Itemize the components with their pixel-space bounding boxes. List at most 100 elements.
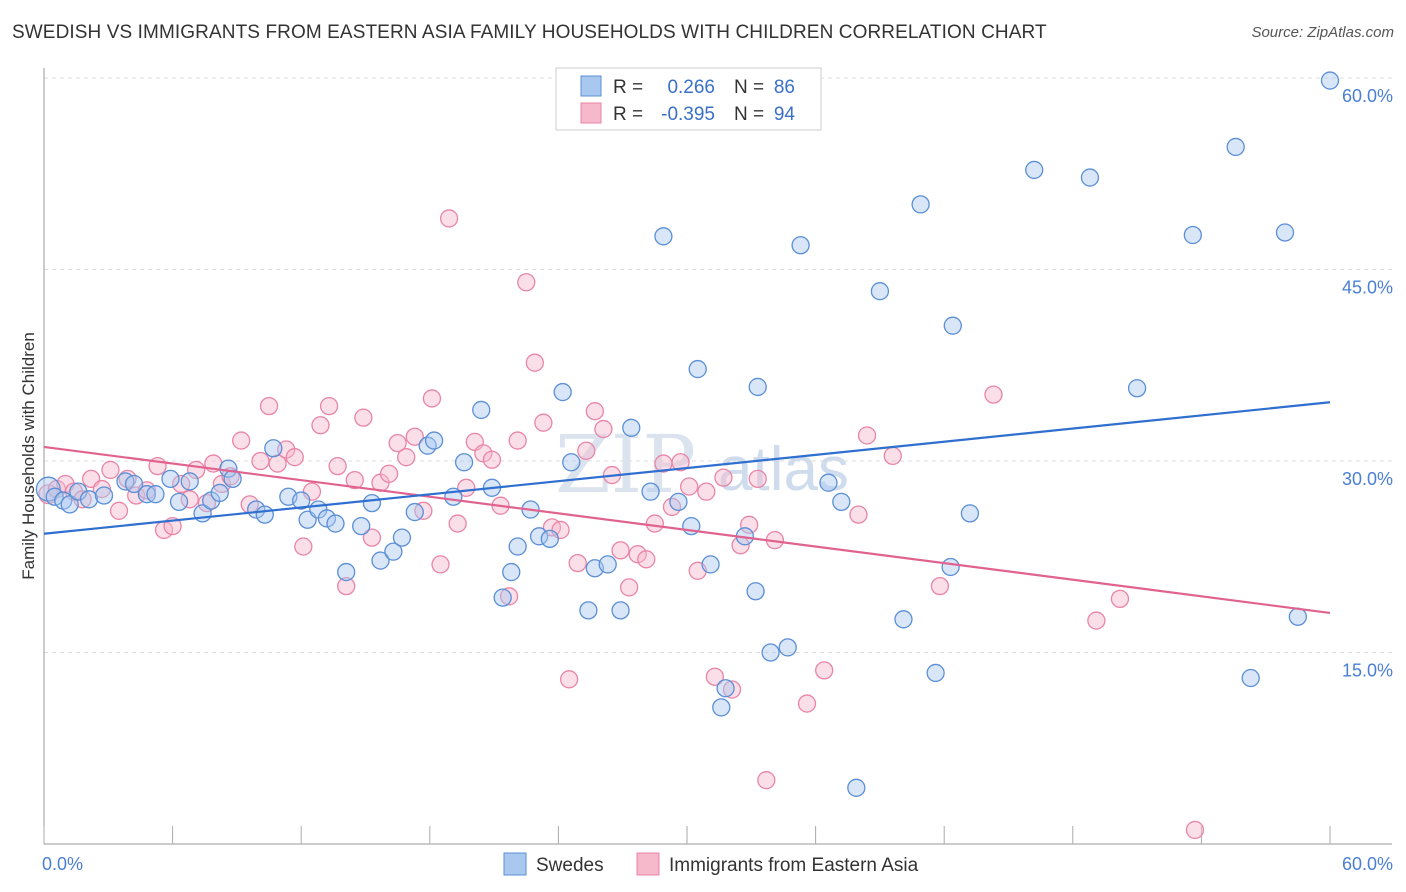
point-swedes — [941, 557, 960, 577]
point-immigrants-eastern-asia — [517, 273, 536, 292]
point-swedes — [579, 601, 598, 620]
point-swedes — [688, 359, 707, 379]
point-swedes — [791, 236, 810, 255]
point-swedes — [562, 453, 581, 472]
point-swedes — [622, 418, 641, 437]
point-immigrants-eastern-asia — [431, 555, 450, 574]
point-swedes — [761, 643, 780, 662]
point-swedes — [210, 483, 229, 503]
point-swedes — [1288, 607, 1307, 626]
point-immigrants-eastern-asia — [285, 448, 304, 467]
point-immigrants-eastern-asia — [337, 576, 356, 596]
point-swedes — [712, 698, 731, 717]
point-immigrants-eastern-asia — [849, 505, 868, 524]
point-immigrants-eastern-asia — [1087, 611, 1106, 630]
series-immigrants-eastern-asia — [38, 209, 1205, 840]
point-swedes — [405, 502, 424, 522]
point-swedes — [641, 482, 660, 501]
point-swedes — [1127, 379, 1147, 398]
point-immigrants-eastern-asia — [354, 408, 373, 427]
point-immigrants-eastern-asia — [180, 490, 199, 509]
point-swedes — [819, 473, 838, 492]
point-immigrants-eastern-asia — [628, 545, 647, 564]
point-immigrants-eastern-asia — [559, 670, 579, 689]
point-immigrants-eastern-asia — [379, 464, 399, 483]
point-swedes — [960, 504, 980, 523]
watermark-atlas: atlas — [718, 435, 849, 504]
legend-n-value-immigrants: 94 — [774, 104, 796, 125]
point-immigrants-eastern-asia — [319, 396, 339, 416]
point-immigrants-eastern-asia — [328, 456, 347, 476]
point-immigrants-eastern-asia — [251, 451, 270, 471]
point-swedes — [352, 516, 371, 536]
point-swedes — [832, 492, 851, 512]
point-swedes — [553, 382, 572, 402]
point-immigrants-eastern-asia — [232, 431, 251, 450]
axes — [43, 68, 1392, 845]
point-swedes — [472, 400, 491, 420]
point-swedes — [540, 529, 559, 549]
point-immigrants-eastern-asia — [722, 680, 742, 699]
point-swedes — [611, 601, 630, 620]
point-swedes — [124, 474, 144, 494]
point-swedes — [146, 485, 165, 504]
point-immigrants-eastern-asia — [740, 515, 759, 534]
point-immigrants-eastern-asia — [499, 587, 519, 606]
point-immigrants-eastern-asia — [883, 446, 902, 466]
point-immigrants-eastern-asia — [619, 578, 639, 597]
point-swedes — [1241, 668, 1260, 688]
point-swedes — [716, 679, 735, 698]
bottom-legend-label-immigrants: Immigrants from Eastern Asia — [669, 855, 919, 876]
series-swedes — [35, 71, 1340, 797]
point-immigrants-eastern-asia — [568, 553, 587, 573]
point-swedes — [1275, 223, 1295, 242]
y-axis-title: Family Households with Children — [19, 332, 38, 580]
point-immigrants-eastern-asia — [637, 550, 656, 569]
point-swedes — [926, 663, 945, 683]
point-immigrants-eastern-asia — [448, 514, 467, 533]
point-swedes — [337, 562, 356, 582]
legend-n-label-immigrants: N = — [734, 104, 764, 125]
point-swedes — [292, 491, 311, 510]
point-immigrants-eastern-asia — [594, 419, 613, 439]
legend-r-value-immigrants: -0.395 — [661, 104, 715, 125]
point-swedes — [317, 509, 337, 528]
point-immigrants-eastern-asia — [101, 460, 120, 480]
point-swedes — [502, 562, 521, 582]
point-swedes — [943, 316, 962, 335]
point-swedes — [746, 582, 765, 601]
point-swedes — [701, 555, 720, 574]
trend-lines — [43, 401, 1331, 615]
point-swedes — [264, 439, 283, 458]
point-immigrants-eastern-asia — [797, 694, 817, 713]
point-immigrants-eastern-asia — [697, 482, 716, 501]
point-swedes — [911, 195, 930, 214]
legend-r-label-immigrants: R = — [613, 104, 643, 125]
point-immigrants-eastern-asia — [525, 353, 544, 372]
point-swedes — [326, 514, 345, 533]
point-immigrants-eastern-asia — [109, 501, 129, 520]
x-tick-label-right: 60.0% — [1342, 854, 1393, 874]
bottom-legend-swatch-immigrants — [636, 852, 660, 876]
point-immigrants-eastern-asia — [508, 431, 527, 450]
point-immigrants-eastern-asia — [259, 396, 279, 416]
point-swedes — [161, 469, 180, 489]
y-tick-label: 30.0% — [1342, 469, 1393, 489]
point-swedes — [1320, 71, 1340, 90]
point-swedes — [169, 492, 189, 512]
point-swedes — [384, 542, 403, 561]
point-immigrants-eastern-asia — [397, 448, 416, 467]
legend-n-label-swedes: N = — [734, 77, 764, 98]
correlation-legend: R = 0.266 N = 86 R = -0.395 N = 94 — [555, 67, 822, 131]
x-ticks — [43, 826, 1331, 844]
point-swedes — [1183, 225, 1202, 245]
point-swedes — [180, 472, 199, 491]
point-immigrants-eastern-asia — [439, 209, 459, 228]
point-swedes — [454, 453, 474, 472]
point-swedes — [35, 476, 61, 502]
point-immigrants-eastern-asia — [1185, 820, 1205, 840]
point-swedes — [1080, 168, 1100, 187]
point-immigrants-eastern-asia — [482, 450, 502, 469]
point-immigrants-eastern-asia — [534, 413, 553, 432]
